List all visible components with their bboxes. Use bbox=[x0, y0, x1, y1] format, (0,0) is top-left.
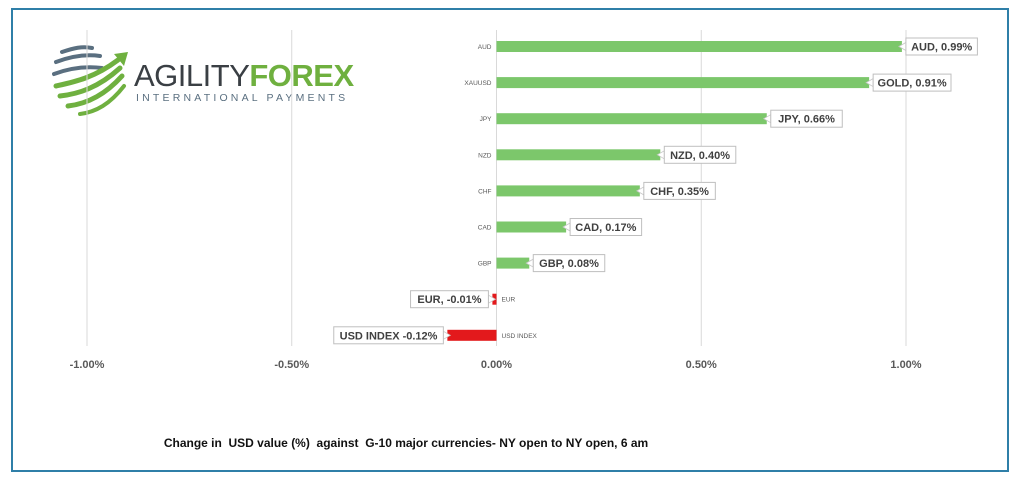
category-label: GBP bbox=[478, 261, 492, 268]
data-label: GOLD, 0.91% bbox=[878, 78, 947, 90]
x-axis-ticks: -1.00% -0.50% 0.00% 0.50% 1.00% bbox=[70, 359, 922, 371]
category-label: CHF bbox=[478, 188, 491, 195]
category-label: CAD bbox=[478, 225, 492, 232]
bar-gbp bbox=[496, 257, 530, 269]
bar-jpy bbox=[496, 113, 767, 125]
bar-aud bbox=[496, 41, 902, 52]
data-label: AUD, 0.99% bbox=[911, 42, 972, 54]
category-label: USD INDEX bbox=[502, 333, 538, 340]
x-tick-label: 0.00% bbox=[481, 359, 512, 371]
data-label: CHF, 0.35% bbox=[650, 186, 709, 198]
data-label-box bbox=[643, 181, 716, 200]
category-label: AUD bbox=[478, 44, 492, 51]
data-label-box bbox=[663, 145, 737, 164]
data-label: JPY, 0.66% bbox=[778, 114, 835, 126]
data-label-box bbox=[333, 326, 444, 345]
x-tick-label: -0.50% bbox=[274, 359, 309, 371]
category-label: EUR bbox=[502, 297, 516, 304]
bar-nzd bbox=[496, 149, 661, 161]
category-label: XAUUSD bbox=[464, 80, 491, 87]
category-label: NZD bbox=[478, 152, 492, 159]
bar-chf bbox=[496, 185, 640, 197]
data-label: CAD, 0.17% bbox=[575, 222, 636, 234]
data-label: USD INDEX -0.12% bbox=[340, 330, 438, 342]
data-label: EUR, -0.01% bbox=[417, 294, 481, 306]
logo: AGILITYFOREX INTERNATIONAL PAYMENTS bbox=[52, 42, 354, 122]
globe-swoosh-icon bbox=[52, 45, 128, 116]
bar-cad bbox=[496, 221, 567, 233]
bar-usd-index bbox=[447, 329, 497, 341]
data-label-box bbox=[770, 109, 843, 128]
x-tick-label: -1.00% bbox=[70, 359, 105, 371]
data-label-box bbox=[905, 37, 978, 56]
category-label: JPY bbox=[480, 116, 493, 123]
data-labels: AUD AUD, 0.99% XAUUSD GOLD, 0.91% JPY JPY, 0.… bbox=[333, 37, 978, 345]
data-label-box bbox=[532, 254, 606, 273]
logo-word-a: AGILITY bbox=[134, 58, 250, 93]
data-label: NZD, 0.40% bbox=[670, 150, 730, 162]
chart-caption: Change in USD value (%) against G-10 maj… bbox=[163, 436, 649, 450]
data-label-box bbox=[410, 290, 489, 309]
x-tick-label: 0.50% bbox=[686, 359, 717, 371]
logo-word-b: FOREX bbox=[249, 58, 354, 93]
bar-xauusd bbox=[496, 77, 870, 89]
logo-tagline: INTERNATIONAL PAYMENTS bbox=[136, 92, 349, 104]
x-tick-label: 1.00% bbox=[890, 359, 921, 371]
logo-wordmark: AGILITYFOREX bbox=[134, 60, 354, 91]
data-label-box bbox=[872, 73, 952, 92]
data-label-box bbox=[569, 218, 643, 236]
data-label: GBP, 0.08% bbox=[539, 258, 599, 270]
